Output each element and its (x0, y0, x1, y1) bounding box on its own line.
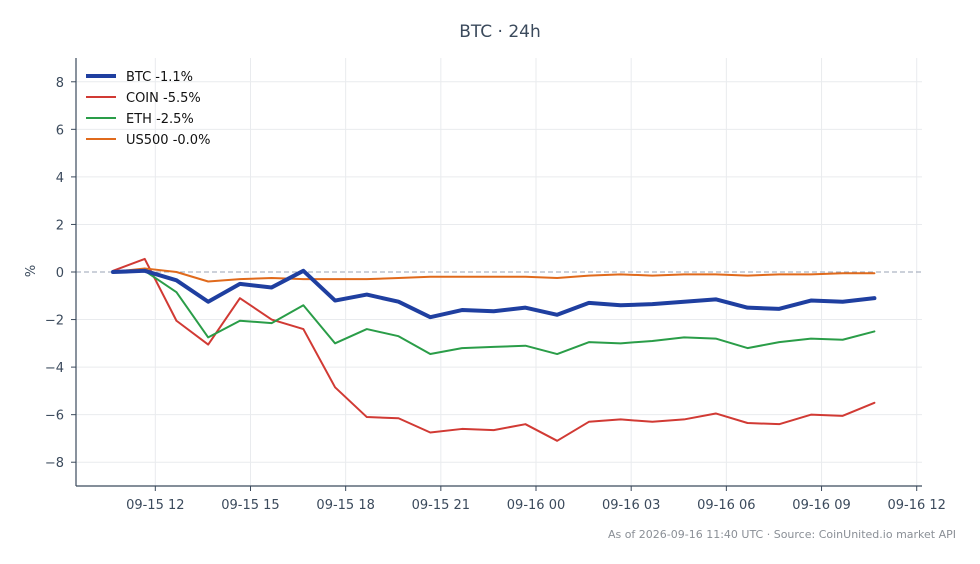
legend-label-eth: ETH -2.5% (126, 112, 194, 127)
x-tick-label: 09-16 00 (507, 498, 565, 513)
legend-label-btc: BTC -1.1% (126, 70, 193, 85)
legend-label-coin: COIN -5.5% (126, 91, 201, 106)
x-tick-label: 09-15 21 (412, 498, 470, 513)
y-tick-label: 8 (56, 76, 64, 91)
y-tick-label: −4 (45, 361, 64, 376)
series-line-coin (112, 257, 876, 442)
x-tick-label: 09-16 06 (697, 498, 755, 513)
x-tick-label: 09-16 03 (602, 498, 660, 513)
x-tick-label: 09-15 12 (126, 498, 184, 513)
series-line-us500 (112, 267, 876, 283)
x-tick-label: 09-16 12 (887, 498, 945, 513)
y-axis-label: % (24, 265, 39, 277)
x-tick-label: 09-16 09 (792, 498, 850, 513)
y-tick-label: −2 (45, 314, 64, 329)
y-tick-label: 6 (56, 123, 64, 138)
y-tick-label: 4 (56, 171, 64, 186)
y-tick-label: 0 (56, 266, 64, 281)
grid (76, 58, 922, 486)
series-group (111, 257, 877, 442)
tick-labels: 09-15 12 09-15 15 09-15 18 09-15 21 09-16 00… (45, 76, 946, 513)
y-tick-label: 2 (56, 218, 64, 233)
legend-label-us500: US500 -0.0% (126, 133, 210, 148)
source-footnote: As of 2026-09-16 11:40 UTC · Source: Coi… (608, 528, 956, 541)
legend: BTC -1.1% COIN -5.5% ETH -2.5% US500 -0.0% (86, 70, 210, 148)
y-tick-label: −8 (45, 456, 64, 471)
x-tick-label: 09-15 18 (316, 498, 374, 513)
y-tick-label: −6 (45, 409, 64, 424)
x-tick-label: 09-15 15 (221, 498, 279, 513)
chart-title: BTC · 24h (459, 22, 541, 42)
series-line-btc (111, 268, 877, 320)
series-line-eth (112, 269, 876, 356)
axes (71, 58, 922, 491)
